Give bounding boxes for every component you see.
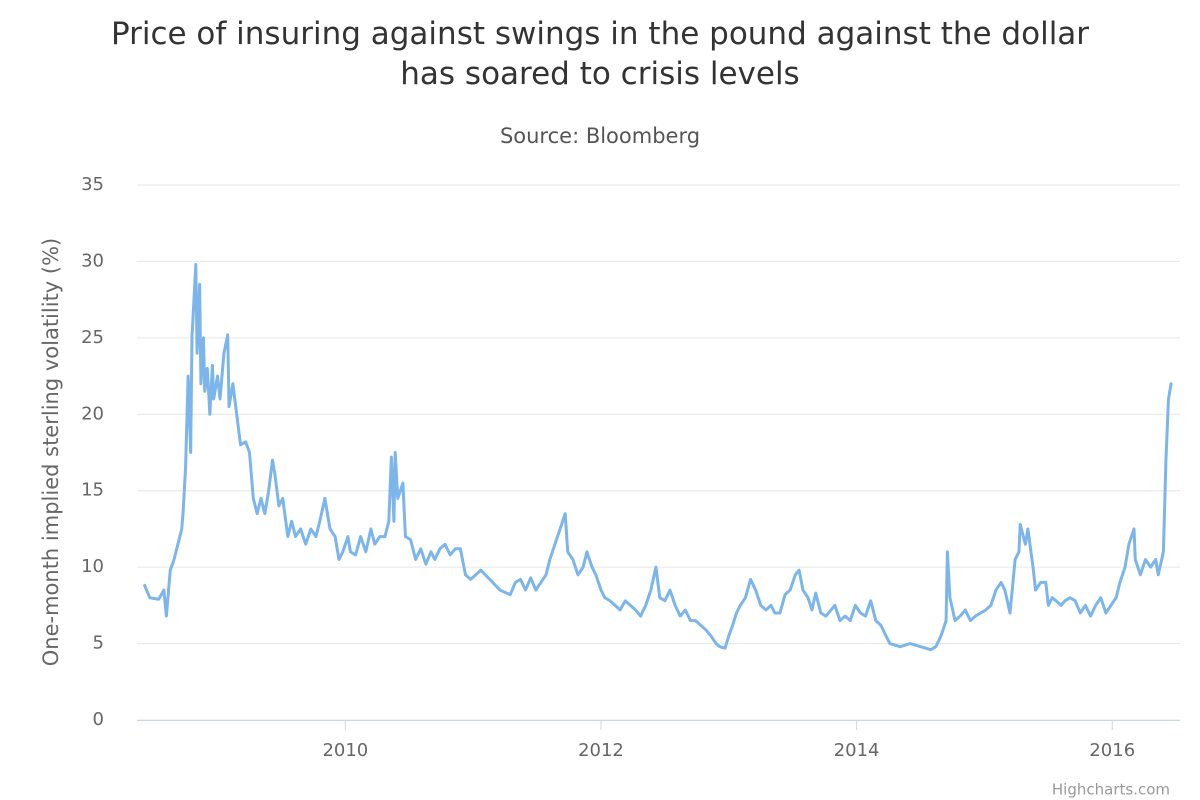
x-tick-label: 2012 (578, 740, 624, 761)
x-tick-label: 2014 (834, 740, 880, 761)
y-axis-title: One-month implied sterling volatility (%… (39, 238, 63, 667)
x-tick-label: 2016 (1089, 740, 1135, 761)
y-tick-label: 10 (81, 556, 104, 577)
chart-title: Price of insuring against swings in the … (110, 16, 1090, 92)
x-tick-label: 2010 (322, 740, 368, 761)
y-tick-label: 5 (93, 633, 104, 654)
chart-subtitle: Source: Bloomberg (500, 124, 700, 148)
data-line (143, 262, 1173, 652)
y-tick-label: 25 (81, 327, 104, 348)
credits: Highcharts.com (1052, 781, 1170, 799)
y-tick-label: 35 (81, 174, 104, 195)
y-tick-label: 0 (93, 709, 104, 730)
y-tick-label: 30 (81, 250, 104, 271)
y-tick-label: 15 (81, 480, 104, 501)
y-tick-label: 20 (81, 403, 104, 424)
